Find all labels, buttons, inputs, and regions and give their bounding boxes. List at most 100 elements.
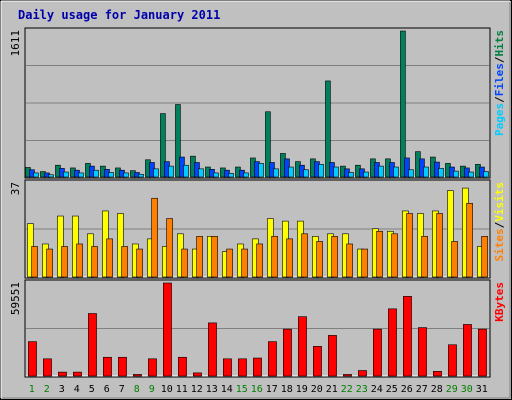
bar-kbytes-day-29 <box>447 344 457 377</box>
bar-pages-day-17 <box>273 168 279 178</box>
bar-kbytes-day-28 <box>432 371 442 377</box>
x-tick-label-day-18: 18 <box>281 384 293 395</box>
x-tick-label-day-24: 24 <box>371 384 383 395</box>
x-tick-label-day-11: 11 <box>176 384 188 395</box>
bar-kbytes-day-8 <box>133 374 142 377</box>
bar-sites-day-23 <box>361 248 368 278</box>
bar-pages-day-25 <box>393 166 399 178</box>
legend-entry: Sites <box>493 228 506 261</box>
x-tick-label-day-6: 6 <box>104 384 110 395</box>
bar-visits-day-7 <box>117 213 124 278</box>
bar-kbytes-day-25 <box>387 308 397 377</box>
x-tick-label-day-22: 22 <box>341 384 353 395</box>
bar-pages-day-22 <box>348 172 354 178</box>
bar-kbytes-day-3 <box>57 371 67 377</box>
bar-kbytes-day-1 <box>27 341 37 377</box>
bar-pages-day-24 <box>378 165 384 178</box>
x-tick-label-day-5: 5 <box>89 384 95 395</box>
x-tick-label-day-7: 7 <box>119 384 125 395</box>
x-tick-label-day-8: 8 <box>134 384 140 395</box>
bar-pages-day-13 <box>213 172 219 178</box>
bar-pages-day-15 <box>243 172 249 178</box>
panel-kbytes-legend: KBytes <box>493 282 506 322</box>
bar-files-day-26 <box>404 157 410 178</box>
bar-pages-day-23 <box>363 171 369 178</box>
bar-sites-day-22 <box>346 243 353 278</box>
bar-sites-day-13 <box>211 236 218 278</box>
bar-sites-day-4 <box>76 243 83 278</box>
legend-entry: KBytes <box>493 282 506 322</box>
panel-hits-max-label: 1611 <box>9 30 22 57</box>
bar-kbytes-day-27 <box>417 327 427 377</box>
bar-kbytes-day-26 <box>402 296 412 377</box>
x-tick-label-day-10: 10 <box>161 384 173 395</box>
bar-kbytes-day-21 <box>327 335 337 377</box>
bar-pages-day-9 <box>153 168 159 178</box>
x-tick-label-day-2: 2 <box>44 384 50 395</box>
x-tick-label-day-28: 28 <box>431 384 443 395</box>
bar-kbytes-day-19 <box>297 316 307 377</box>
bar-sites-day-14 <box>226 248 233 278</box>
x-tick-label-day-1: 1 <box>29 384 35 395</box>
x-tick-label-day-30: 30 <box>461 384 473 395</box>
legend-entry: Hits <box>493 30 506 57</box>
bar-sites-day-8 <box>136 248 143 278</box>
panel-hits: 1611 Pages/Files/Hits <box>9 27 506 179</box>
bar-kbytes-day-13 <box>208 322 217 377</box>
bar-pages-day-20 <box>318 164 324 178</box>
x-tick-label-day-25: 25 <box>386 384 398 395</box>
x-tick-label-day-16: 16 <box>251 384 263 395</box>
bar-hits-day-17 <box>265 111 271 178</box>
bar-kbytes-day-5 <box>88 313 97 377</box>
bar-kbytes-day-31 <box>477 328 487 377</box>
legend-entry: Pages <box>493 103 506 136</box>
bar-kbytes-day-17 <box>267 341 277 377</box>
panel-visits-max-label: 37 <box>9 182 22 195</box>
legend-entry: Files <box>493 63 506 96</box>
bar-sites-day-2 <box>46 248 53 278</box>
x-axis: 1 2 3 4 5 6 7 8 9 10 11 12 13 14 15 16 17 18 19 20 21 22 23 24 2… <box>29 384 488 395</box>
panel-kbytes: 59551 KBytes <box>9 279 506 378</box>
bar-sites-day-11 <box>181 248 188 278</box>
bar-pages-day-16 <box>258 163 264 178</box>
bar-pages-day-14 <box>228 173 234 178</box>
bar-pages-day-26 <box>408 169 414 178</box>
bar-kbytes-day-7 <box>118 356 127 377</box>
bar-sites-day-12 <box>196 236 203 278</box>
bar-sites-day-9 <box>151 197 158 278</box>
bar-kbytes-day-11 <box>178 356 187 377</box>
panel-hits-legend: Pages/Files/Hits <box>493 30 506 136</box>
bar-pages-day-1 <box>33 172 39 178</box>
chart-title: Daily usage for January 2011 <box>18 8 220 22</box>
x-tick-label-day-23: 23 <box>356 384 368 395</box>
bar-pages-day-6 <box>108 172 114 178</box>
bar-hits-day-10 <box>160 113 166 178</box>
bar-sites-day-20 <box>316 241 323 278</box>
bar-sites-day-21 <box>331 236 338 278</box>
bar-sites-day-17 <box>271 236 278 278</box>
bar-sites-day-19 <box>301 233 308 278</box>
bar-pages-day-2 <box>48 174 54 178</box>
panel-visits-legend: Sites/Visits <box>493 182 506 262</box>
legend-entry: Visits <box>493 182 506 222</box>
bar-sites-day-26 <box>406 213 413 278</box>
bar-pages-day-3 <box>63 171 69 178</box>
bar-sites-day-7 <box>121 246 128 278</box>
bar-kbytes-day-30 <box>462 324 472 377</box>
x-tick-label-day-4: 4 <box>74 384 80 395</box>
bar-sites-day-24 <box>376 230 383 278</box>
bar-pages-day-19 <box>303 169 309 178</box>
bar-kbytes-day-10 <box>163 282 172 377</box>
bar-pages-day-29 <box>453 170 459 178</box>
bar-pages-day-8 <box>138 173 144 178</box>
bar-kbytes-day-6 <box>103 356 112 377</box>
x-tick-label-day-14: 14 <box>221 384 233 395</box>
bar-sites-day-6 <box>106 238 113 278</box>
bar-pages-day-7 <box>123 172 129 178</box>
bar-sites-day-25 <box>391 233 398 278</box>
x-tick-label-day-17: 17 <box>266 384 278 395</box>
panels-layer: 1611 Pages/Files/Hits 37 Sites/Visits 59551 K… <box>9 27 506 378</box>
x-tick-label-day-12: 12 <box>191 384 203 395</box>
bar-pages-day-18 <box>288 166 294 178</box>
